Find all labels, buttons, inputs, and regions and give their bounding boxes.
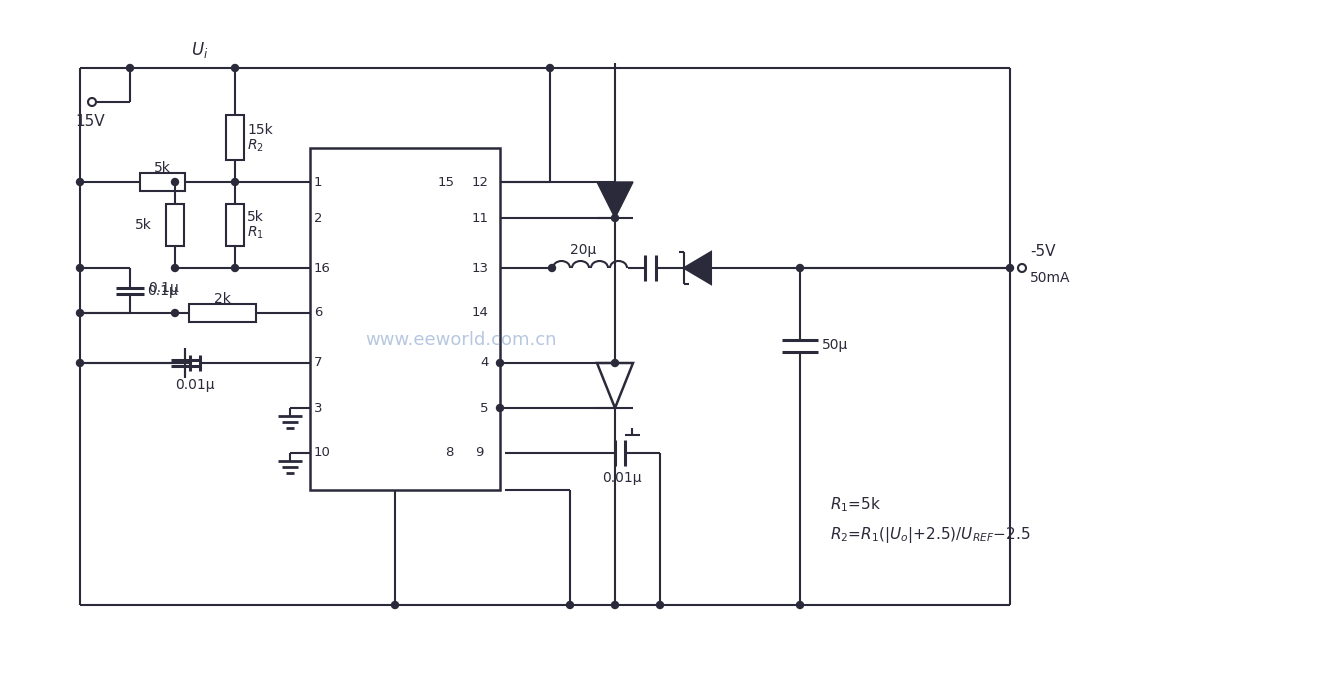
Text: 2: 2 xyxy=(314,211,322,225)
Text: 0.01μ: 0.01μ xyxy=(174,378,214,392)
Circle shape xyxy=(797,602,803,608)
Circle shape xyxy=(172,264,178,271)
Text: $U_i$: $U_i$ xyxy=(192,40,209,60)
Circle shape xyxy=(172,310,178,316)
Text: 16: 16 xyxy=(314,262,330,275)
Text: 50mA: 50mA xyxy=(1030,271,1070,285)
Circle shape xyxy=(547,65,553,71)
Text: 4: 4 xyxy=(480,357,489,369)
Circle shape xyxy=(612,215,618,221)
Text: 9: 9 xyxy=(476,446,483,460)
Circle shape xyxy=(497,359,503,367)
Circle shape xyxy=(612,359,618,367)
Bar xyxy=(189,304,256,322)
Text: 15V: 15V xyxy=(75,114,104,129)
Circle shape xyxy=(391,602,399,608)
Text: 20μ: 20μ xyxy=(569,243,596,257)
Bar xyxy=(166,203,184,246)
Text: 13: 13 xyxy=(472,262,489,275)
Bar xyxy=(310,148,501,490)
Text: 50μ: 50μ xyxy=(822,338,848,352)
Circle shape xyxy=(231,264,239,271)
Text: $R_1$: $R_1$ xyxy=(247,225,264,241)
Text: 5k: 5k xyxy=(155,161,170,175)
Text: $R_2$: $R_2$ xyxy=(247,137,264,153)
Text: 1: 1 xyxy=(314,176,322,188)
Text: $R_2$=$R_1$(|$U_o$|+2.5)/$U_{REF}$$-$2.5: $R_2$=$R_1$(|$U_o$|+2.5)/$U_{REF}$$-$2.5 xyxy=(830,525,1030,545)
Circle shape xyxy=(77,178,83,186)
Circle shape xyxy=(797,264,803,271)
Text: $R_1$=5k: $R_1$=5k xyxy=(830,495,881,514)
Text: 2k: 2k xyxy=(214,292,231,306)
Text: 0.01μ: 0.01μ xyxy=(602,471,642,485)
Circle shape xyxy=(77,310,83,316)
Text: 5: 5 xyxy=(480,402,489,415)
Text: 5k: 5k xyxy=(135,218,152,232)
Circle shape xyxy=(497,404,503,411)
Polygon shape xyxy=(597,182,633,218)
Bar xyxy=(226,115,244,160)
Text: 10: 10 xyxy=(314,446,330,460)
Circle shape xyxy=(231,178,239,186)
Text: 7: 7 xyxy=(314,357,322,369)
Circle shape xyxy=(231,65,239,71)
Text: 11: 11 xyxy=(472,211,489,225)
Polygon shape xyxy=(684,252,711,284)
Circle shape xyxy=(657,602,663,608)
Circle shape xyxy=(1007,264,1013,271)
Text: 12: 12 xyxy=(472,176,489,188)
Text: 14: 14 xyxy=(472,306,489,320)
Bar xyxy=(140,173,185,191)
Text: 15: 15 xyxy=(439,176,454,188)
Text: 6: 6 xyxy=(314,306,322,320)
Text: www.eeworld.com.cn: www.eeworld.com.cn xyxy=(365,331,556,349)
Circle shape xyxy=(77,264,83,271)
Text: 0.1μ: 0.1μ xyxy=(147,283,178,297)
Circle shape xyxy=(77,359,83,367)
Text: 0.1μ: 0.1μ xyxy=(148,281,178,295)
Text: 15k: 15k xyxy=(247,122,272,137)
Circle shape xyxy=(127,65,133,71)
Text: 8: 8 xyxy=(445,446,453,460)
Circle shape xyxy=(567,602,573,608)
Text: 5k: 5k xyxy=(247,210,264,224)
Text: 3: 3 xyxy=(314,402,322,415)
Text: -5V: -5V xyxy=(1030,244,1055,260)
Circle shape xyxy=(612,602,618,608)
Bar xyxy=(226,203,244,246)
Circle shape xyxy=(548,264,556,271)
Circle shape xyxy=(172,178,178,186)
